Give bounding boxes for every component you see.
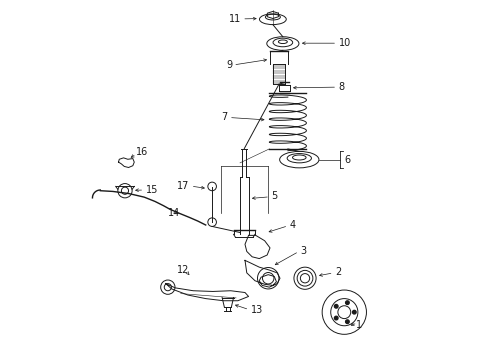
Text: 14: 14 [168, 208, 180, 218]
Text: 10: 10 [339, 38, 351, 48]
Circle shape [352, 310, 356, 314]
Text: 7: 7 [221, 112, 228, 122]
Text: 15: 15 [146, 185, 158, 195]
Circle shape [335, 316, 338, 320]
Text: 5: 5 [271, 191, 278, 201]
Text: 11: 11 [228, 14, 241, 24]
Text: 8: 8 [339, 82, 345, 92]
Circle shape [345, 301, 349, 305]
Circle shape [335, 305, 338, 308]
Text: 1: 1 [356, 320, 362, 330]
Text: 3: 3 [300, 246, 306, 256]
Text: 4: 4 [289, 220, 295, 230]
Text: 2: 2 [335, 267, 341, 277]
Text: 13: 13 [251, 305, 263, 315]
Text: 12: 12 [177, 265, 189, 275]
Text: 9: 9 [226, 60, 232, 70]
Text: 17: 17 [177, 181, 190, 191]
Text: 6: 6 [344, 155, 350, 165]
Circle shape [345, 320, 349, 324]
Text: 16: 16 [136, 147, 148, 157]
